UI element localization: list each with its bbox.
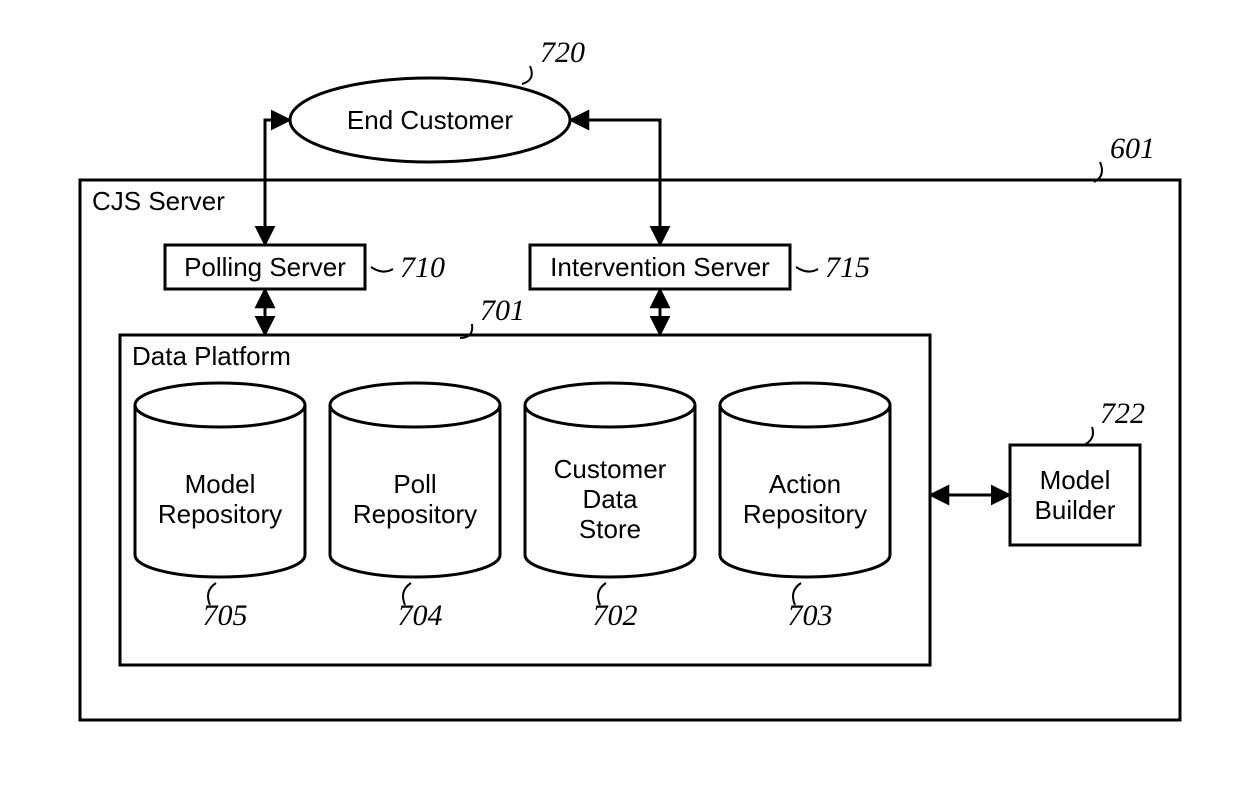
svg-text:Intervention Server: Intervention Server (550, 252, 770, 282)
cylinder-704: PollRepository704 (330, 383, 500, 632)
svg-text:720: 720 (540, 36, 585, 69)
cylinder-label: Action (769, 469, 841, 499)
cylinder-label: Poll (393, 469, 436, 499)
cylinder-label: Repository (353, 499, 477, 529)
cylinder-label: Model (185, 469, 256, 499)
svg-text:Builder: Builder (1035, 495, 1116, 525)
ref-hook (522, 66, 532, 84)
cylinder-label: Repository (158, 499, 282, 529)
svg-text:CJS Server: CJS Server (92, 186, 225, 216)
svg-text:722: 722 (1100, 397, 1145, 430)
cylinder-label: Customer (554, 454, 667, 484)
svg-text:701: 701 (480, 294, 525, 327)
cylinder-703: ActionRepository703 (720, 383, 890, 632)
svg-text:601: 601 (1110, 132, 1155, 165)
cylinder-label: Data (583, 484, 638, 514)
cylinder-705: ModelRepository705 (135, 383, 305, 632)
cylinder-702: CustomerDataStore702 (525, 383, 695, 632)
cylinder-label: Repository (743, 499, 867, 529)
svg-text:715: 715 (825, 251, 870, 284)
ref-hook (1084, 427, 1093, 445)
edge (570, 120, 660, 245)
edge (265, 120, 290, 245)
ref-hook (796, 267, 818, 272)
cylinder-label: Store (579, 514, 641, 544)
svg-text:710: 710 (400, 251, 445, 284)
svg-text:Polling Server: Polling Server (184, 252, 346, 282)
end-customer-label: End Customer (347, 105, 514, 135)
svg-text:Data Platform: Data Platform (132, 341, 291, 371)
svg-text:Model: Model (1040, 465, 1111, 495)
ref-hook (371, 267, 393, 272)
